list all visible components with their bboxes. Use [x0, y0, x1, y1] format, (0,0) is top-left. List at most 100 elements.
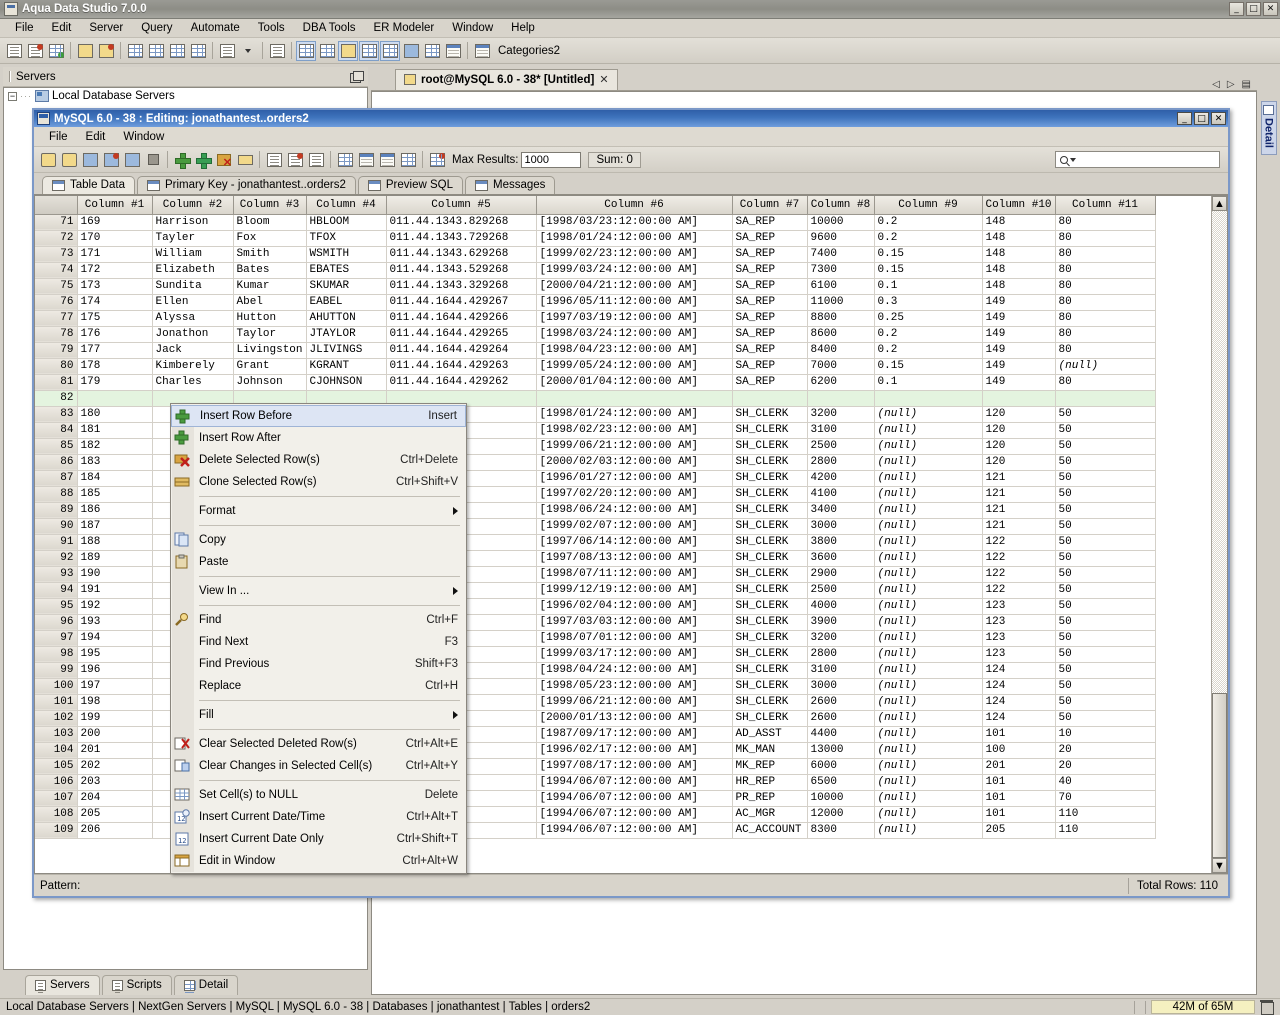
scroll-up-button[interactable]: ▲ [1212, 196, 1227, 211]
grid-cell[interactable]: 50 [1055, 406, 1156, 423]
grid-cell[interactable]: 121 [982, 502, 1056, 519]
grid-cell[interactable]: [1998/05/23:12:00:00 AM] [536, 678, 733, 695]
row-header[interactable]: 109 [35, 822, 78, 839]
row-header[interactable]: 78 [35, 326, 78, 343]
grid-cell[interactable]: [1998/03/23:12:00:00 AM] [536, 214, 733, 231]
view-split-icon[interactable] [401, 41, 421, 61]
date-time-icon[interactable] [356, 150, 376, 170]
grid-cell[interactable]: (null) [874, 550, 983, 567]
grid-cell[interactable]: [1998/01/24:12:00:00 AM] [536, 406, 733, 423]
grid-cell[interactable]: 122 [982, 582, 1056, 599]
grid-cell[interactable]: SA_REP [732, 310, 808, 327]
row-header[interactable]: 73 [35, 246, 78, 263]
grid-cell[interactable]: 100 [982, 742, 1056, 759]
grid-cell[interactable]: (null) [874, 774, 983, 791]
grid-cell[interactable]: 123 [982, 598, 1056, 615]
delete-row-icon[interactable] [214, 150, 234, 170]
grid-cell[interactable] [152, 390, 234, 407]
grid-cell[interactable]: 205 [77, 806, 153, 823]
dropdown-arrow-icon[interactable] [238, 41, 258, 61]
tree-expander-icon[interactable]: − [8, 90, 17, 101]
editor-close-button[interactable]: ✕ [1211, 112, 1226, 125]
grid-cell[interactable]: [1997/03/19:12:00:00 AM] [536, 310, 733, 327]
grid-column-header-11[interactable]: Column #11 [1055, 196, 1156, 215]
grid-cell[interactable]: (null) [1055, 358, 1156, 375]
grid-cell[interactable]: 123 [982, 614, 1056, 631]
grid-cell[interactable]: 121 [982, 470, 1056, 487]
grid-cell[interactable]: [1998/07/11:12:00:00 AM] [536, 566, 733, 583]
drop-server-icon[interactable] [25, 41, 45, 61]
grid-cell[interactable]: 189 [77, 550, 153, 567]
grid-cell[interactable]: Fox [233, 230, 307, 247]
grid-cell[interactable]: SA_REP [732, 230, 808, 247]
grid-cell[interactable]: 011.44.1644.429262 [386, 374, 537, 391]
grid-cell[interactable]: 179 [77, 374, 153, 391]
grid-cell[interactable]: [1999/03/24:12:00:00 AM] [536, 262, 733, 279]
grid-cell[interactable]: SH_CLERK [732, 662, 808, 679]
table-row[interactable]: 72 170 Tayler Fox TFOX 011.44.1343.729268 [199… [35, 230, 1156, 247]
grid-cell[interactable]: AC_ACCOUNT [732, 822, 808, 839]
context-menu-item-insert-row-before[interactable]: Insert Row Before Insert [171, 405, 466, 427]
table-row[interactable]: 74 172 Elizabeth Bates EBATES 011.44.1343.529… [35, 262, 1156, 279]
grid-cell[interactable]: [1996/02/17:12:00:00 AM] [536, 742, 733, 759]
grid-cell[interactable]: SH_CLERK [732, 454, 808, 471]
grid-cell[interactable]: 148 [982, 246, 1056, 263]
grid-cell[interactable]: (null) [874, 598, 983, 615]
register-server-icon[interactable] [46, 41, 66, 61]
row-header[interactable]: 106 [35, 774, 78, 791]
table-row[interactable]: 81 179 Charles Johnson CJOHNSON 011.44.1644.4… [35, 374, 1156, 391]
editor-menu-edit[interactable]: Edit [85, 130, 106, 143]
menu-help[interactable]: Help [511, 22, 535, 34]
grid-cell[interactable]: SH_CLERK [732, 470, 808, 487]
grid-cell[interactable]: 0.15 [874, 246, 983, 263]
grid-cell[interactable]: 6500 [807, 774, 875, 791]
grid-cell[interactable]: [1994/06/07:12:00:00 AM] [536, 822, 733, 839]
grid-cell[interactable]: 80 [1055, 230, 1156, 247]
grid-cell[interactable]: 80 [1055, 246, 1156, 263]
commit-icon[interactable] [80, 150, 100, 170]
grid-cell[interactable]: (null) [874, 518, 983, 535]
grid-cell[interactable]: 198 [77, 694, 153, 711]
grid-cell[interactable]: 201 [982, 758, 1056, 775]
grid-cell[interactable]: 176 [77, 326, 153, 343]
grid-cell[interactable]: [1999/06/21:12:00:00 AM] [536, 438, 733, 455]
grid-cell[interactable]: [1997/08/17:12:00:00 AM] [536, 758, 733, 775]
grid-cell[interactable]: 3900 [807, 614, 875, 631]
grid-cell[interactable]: 011.44.1644.429265 [386, 326, 537, 343]
grid-cell[interactable]: [1996/05/11:12:00:00 AM] [536, 294, 733, 311]
dock-button-detail[interactable]: Detail [1260, 101, 1277, 155]
tab-scripts[interactable]: Scripts [101, 975, 172, 995]
grid-cell[interactable]: SA_REP [732, 214, 808, 231]
grid-cell[interactable]: 122 [982, 566, 1056, 583]
row-header[interactable]: 84 [35, 422, 78, 439]
tab-messages[interactable]: Messages [464, 176, 556, 194]
grid-cell[interactable]: Grant [233, 358, 307, 375]
grid-cell[interactable]: [1999/06/21:12:00:00 AM] [536, 694, 733, 711]
grid-cell[interactable]: [1996/01/27:12:00:00 AM] [536, 470, 733, 487]
grid-cell[interactable]: 123 [982, 630, 1056, 647]
grid-cell[interactable]: 50 [1055, 486, 1156, 503]
row-header[interactable]: 92 [35, 550, 78, 567]
table-row[interactable]: 71 169 Harrison Bloom HBLOOM 011.44.1343.8292… [35, 214, 1156, 231]
context-menu-item-replace[interactable]: Replace Ctrl+H [171, 675, 466, 697]
row-header[interactable]: 103 [35, 726, 78, 743]
grid-cell[interactable]: 194 [77, 630, 153, 647]
grid-cell[interactable]: SH_CLERK [732, 614, 808, 631]
grid-cell[interactable]: 202 [77, 758, 153, 775]
grid-cell[interactable]: 2500 [807, 582, 875, 599]
grid-cell[interactable]: 0.2 [874, 230, 983, 247]
table-row[interactable]: 79 177 Jack Livingston JLIVINGS 011.44.1644.4… [35, 342, 1156, 359]
grid-cell[interactable]: [1998/06/24:12:00:00 AM] [536, 502, 733, 519]
grid-cell[interactable]: [1999/02/07:12:00:00 AM] [536, 518, 733, 535]
grid-cell[interactable]: 0.15 [874, 358, 983, 375]
query-window-icon[interactable] [125, 41, 145, 61]
table-row[interactable]: 77 175 Alyssa Hutton AHUTTON 011.44.1644.4292… [35, 310, 1156, 327]
clear-changes-icon[interactable] [264, 150, 284, 170]
grid-cell[interactable]: SH_CLERK [732, 518, 808, 535]
grid-cell[interactable]: 101 [982, 726, 1056, 743]
grid-cell[interactable]: (null) [874, 502, 983, 519]
grid-cell[interactable]: KGRANT [306, 358, 387, 375]
grid-cell[interactable]: 011.44.1343.529268 [386, 262, 537, 279]
date-icon[interactable] [377, 150, 397, 170]
grid-cell[interactable]: Bloom [233, 214, 307, 231]
